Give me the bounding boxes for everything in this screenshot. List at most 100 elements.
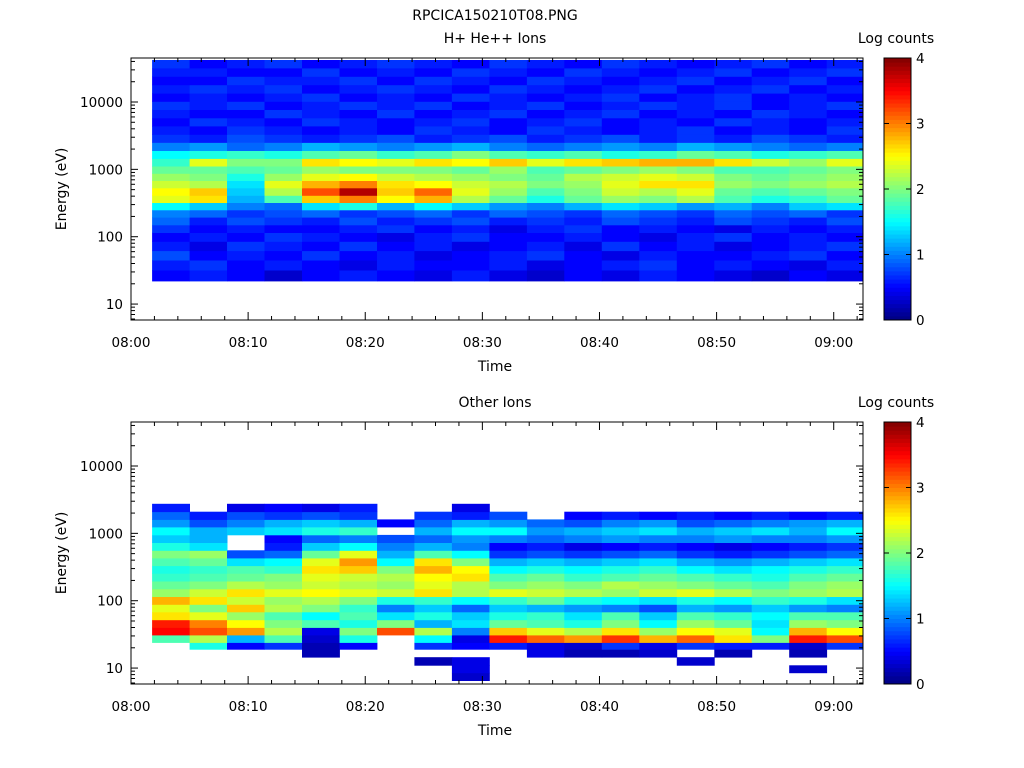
heatmap-cell (826, 642, 864, 650)
heatmap-cell (152, 503, 190, 513)
colorbar-segment (884, 458, 911, 464)
heatmap-cell (676, 270, 715, 282)
colorbar-segment (884, 553, 911, 558)
heatmap-cell (676, 150, 715, 159)
colorbar-segment (884, 589, 911, 595)
colorbar-segment (884, 487, 911, 493)
heatmap-cell (714, 158, 753, 167)
heatmap-cell (676, 550, 715, 559)
heatmap-cell (227, 270, 265, 282)
heatmap-cell (152, 604, 190, 613)
heatmap-cell (227, 550, 265, 559)
heatmap-cell (339, 109, 378, 119)
heatmap-cell (751, 202, 790, 211)
heatmap-cell (564, 558, 603, 567)
colorbar-segment (884, 454, 911, 460)
heatmap-cell (189, 166, 228, 174)
heatmap-cell (339, 558, 378, 567)
heatmap-cell (414, 542, 453, 551)
heatmap-cell (639, 511, 678, 520)
heatmap-cell (826, 527, 864, 536)
heatmap-cell (451, 642, 490, 650)
colorbar-label: Log counts (858, 395, 934, 411)
heatmap-cell (751, 84, 790, 94)
x-tick-label: 08:30 (463, 335, 502, 351)
heatmap-cell (377, 565, 415, 574)
heatmap-cell (189, 117, 228, 127)
heatmap-cell (414, 612, 453, 621)
heatmap-cell (564, 158, 603, 167)
heatmap-cell (564, 68, 603, 77)
heatmap-cell (826, 173, 864, 181)
heatmap-cell (302, 649, 340, 658)
heatmap-cell (789, 195, 828, 203)
heatmap-cell (489, 158, 528, 167)
heatmap-cell (676, 101, 715, 110)
heatmap-cell (302, 180, 340, 189)
colorbar-segment (884, 524, 911, 529)
heatmap-cell (714, 134, 753, 143)
heatmap-cell (564, 596, 603, 605)
colorbar-segment (884, 123, 911, 129)
heatmap-cell (676, 612, 715, 621)
heatmap-cell (676, 642, 715, 650)
heatmap-cell (377, 558, 415, 567)
heatmap-cell (789, 173, 828, 181)
colorbar-segment (884, 430, 911, 435)
heatmap-cell (152, 232, 190, 242)
heatmap-cell (451, 588, 490, 597)
heatmap-cell (639, 534, 678, 543)
heatmap-cell (751, 173, 790, 181)
heatmap-cell (264, 76, 303, 86)
colorbar-segment (884, 565, 911, 570)
plot-frame (130, 421, 864, 685)
heatmap-cell (152, 635, 190, 643)
colorbar-tick-label: 0 (916, 677, 925, 693)
heatmap-cell (751, 187, 790, 196)
heatmap-cell (414, 134, 453, 143)
heatmap-cell (264, 558, 303, 567)
heatmap-cell (789, 232, 828, 242)
heatmap-cell (227, 187, 265, 196)
heatmap-cell (526, 260, 565, 271)
heatmap-cell (601, 604, 640, 613)
heatmap-cell (302, 60, 340, 69)
heatmap-cell (189, 84, 228, 94)
heatmap-cell (526, 217, 565, 226)
heatmap-cell (676, 581, 715, 590)
heatmap-cell (451, 657, 490, 666)
heatmap-cell (676, 542, 715, 551)
heatmap-cell (414, 260, 453, 271)
heatmap-cell (639, 117, 678, 127)
colorbar-segment (884, 90, 911, 96)
heatmap-cell (526, 117, 565, 127)
heatmap-cell (451, 202, 490, 211)
heatmap-cell (601, 224, 640, 233)
heatmap-cell (564, 224, 603, 233)
heatmap-cell (189, 534, 228, 543)
heatmap-cell (189, 93, 228, 102)
heatmap-cells (152, 503, 864, 681)
heatmap-cell (789, 224, 828, 233)
heatmap-cell (714, 209, 753, 218)
colorbar-segment (884, 148, 911, 153)
heatmap-cell (489, 270, 528, 282)
colorbar-segment (884, 622, 911, 628)
heatmap-cell (789, 117, 828, 127)
heatmap-cell (152, 224, 190, 233)
heatmap-cell (676, 142, 715, 151)
heatmap-cell (751, 232, 790, 242)
heatmap-cell (826, 612, 864, 621)
heatmap-cell (489, 604, 528, 613)
heatmap-cell (826, 187, 864, 196)
heatmap-cell (601, 635, 640, 643)
heatmap-cell (414, 126, 453, 135)
x-tick-label: 08:50 (697, 335, 736, 351)
colorbar-segment (884, 422, 911, 427)
heatmap-cell (676, 588, 715, 597)
colorbar-segment (884, 262, 911, 268)
heatmap-cell (189, 627, 228, 636)
heatmap-cell (152, 109, 190, 119)
heatmap-cell (564, 101, 603, 110)
heatmap-cell (339, 134, 378, 143)
